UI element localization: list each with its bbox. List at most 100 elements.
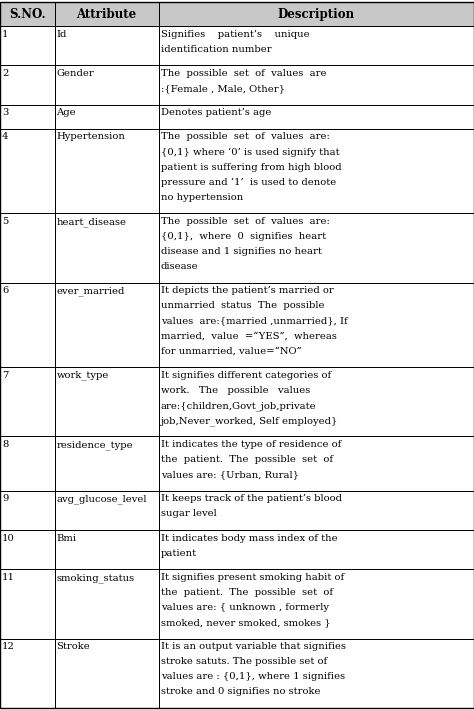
Bar — [0, 367, 55, 437]
Text: S.NO.: S.NO. — [9, 8, 46, 21]
Text: are:{children,Govt_job,private: are:{children,Govt_job,private — [161, 401, 317, 410]
Text: pressure and ‘1’  is used to denote: pressure and ‘1’ is used to denote — [161, 178, 336, 187]
Bar — [159, 129, 474, 213]
Bar — [55, 283, 159, 367]
Bar — [55, 437, 159, 491]
Text: The  possible  set  of  values  are:: The possible set of values are: — [161, 217, 329, 226]
Bar — [55, 213, 159, 283]
Text: Description: Description — [278, 8, 355, 21]
Bar — [0, 26, 55, 65]
Text: 12: 12 — [2, 643, 15, 651]
Bar — [159, 530, 474, 569]
Text: It depicts the patient’s married or: It depicts the patient’s married or — [161, 286, 334, 295]
Text: It indicates the type of residence of: It indicates the type of residence of — [161, 440, 341, 449]
Bar — [159, 104, 474, 129]
Text: job,Never_worked, Self employed}: job,Never_worked, Self employed} — [161, 416, 338, 425]
Text: 5: 5 — [2, 217, 9, 226]
Bar — [159, 2, 474, 26]
Bar — [0, 530, 55, 569]
Text: residence_type: residence_type — [56, 440, 133, 449]
Bar — [55, 638, 159, 708]
Text: 9: 9 — [2, 494, 9, 503]
Text: 7: 7 — [2, 371, 9, 380]
Text: 10: 10 — [2, 534, 15, 542]
Bar — [0, 569, 55, 638]
Bar — [159, 283, 474, 367]
Bar — [55, 491, 159, 530]
Text: Hypertension: Hypertension — [56, 133, 126, 141]
Text: patient is suffering from high blood: patient is suffering from high blood — [161, 163, 341, 172]
Text: work_type: work_type — [56, 371, 109, 381]
Text: {0,1} where ‘0’ is used signify that: {0,1} where ‘0’ is used signify that — [161, 148, 339, 157]
Text: disease: disease — [161, 262, 199, 271]
Text: smoking_status: smoking_status — [56, 573, 135, 583]
Text: the  patient.  The  possible  set  of: the patient. The possible set of — [161, 588, 333, 597]
Text: 2: 2 — [2, 69, 9, 78]
Text: It keeps track of the patient’s blood: It keeps track of the patient’s blood — [161, 494, 342, 503]
Text: Signifies    patient’s    unique: Signifies patient’s unique — [161, 30, 310, 39]
Text: sugar level: sugar level — [161, 510, 217, 518]
Bar — [55, 65, 159, 104]
Text: It is an output variable that signifies: It is an output variable that signifies — [161, 643, 346, 651]
Bar — [55, 26, 159, 65]
Text: 1: 1 — [2, 30, 9, 39]
Bar — [0, 213, 55, 283]
Bar — [55, 569, 159, 638]
Bar — [0, 65, 55, 104]
Bar — [0, 437, 55, 491]
Text: values are: {Urban, Rural}: values are: {Urban, Rural} — [161, 470, 299, 479]
Text: 4: 4 — [2, 133, 9, 141]
Text: work.   The   possible   values: work. The possible values — [161, 386, 310, 395]
Text: It signifies present smoking habit of: It signifies present smoking habit of — [161, 573, 344, 582]
Text: ever_married: ever_married — [56, 286, 125, 296]
Bar — [55, 104, 159, 129]
Text: values are : {0,1}, where 1 signifies: values are : {0,1}, where 1 signifies — [161, 672, 345, 682]
Bar — [0, 283, 55, 367]
Bar — [159, 26, 474, 65]
Bar — [0, 491, 55, 530]
Bar — [0, 104, 55, 129]
Bar — [159, 65, 474, 104]
Bar — [55, 367, 159, 437]
Text: It signifies different categories of: It signifies different categories of — [161, 371, 331, 380]
Text: for unmarried, value=“NO”: for unmarried, value=“NO” — [161, 346, 301, 356]
Bar — [0, 2, 55, 26]
Text: 11: 11 — [2, 573, 15, 582]
Text: Bmi: Bmi — [56, 534, 77, 542]
Text: heart_disease: heart_disease — [56, 217, 127, 226]
Text: Denotes patient’s age: Denotes patient’s age — [161, 108, 271, 117]
Text: the  patient.  The  possible  set  of: the patient. The possible set of — [161, 455, 333, 464]
Text: values are: { unknown , formerly: values are: { unknown , formerly — [161, 603, 329, 612]
Text: {0,1},  where  0  signifies  heart: {0,1}, where 0 signifies heart — [161, 232, 326, 241]
Text: disease and 1 signifies no heart: disease and 1 signifies no heart — [161, 247, 322, 256]
Text: patient: patient — [161, 549, 197, 558]
Text: The  possible  set  of  values  are: The possible set of values are — [161, 69, 326, 78]
Text: Age: Age — [56, 108, 76, 117]
Bar — [159, 491, 474, 530]
Text: 6: 6 — [2, 286, 8, 295]
Text: no hypertension: no hypertension — [161, 192, 243, 202]
Text: The  possible  set  of  values  are:: The possible set of values are: — [161, 133, 329, 141]
Text: avg_glucose_level: avg_glucose_level — [56, 494, 147, 504]
Text: It indicates body mass index of the: It indicates body mass index of the — [161, 534, 337, 542]
Text: identification number: identification number — [161, 45, 272, 54]
Bar — [159, 437, 474, 491]
Text: smoked, never smoked, smokes }: smoked, never smoked, smokes } — [161, 618, 330, 627]
Bar — [0, 129, 55, 213]
Text: Id: Id — [56, 30, 67, 39]
Text: Stroke: Stroke — [56, 643, 90, 651]
Text: 8: 8 — [2, 440, 9, 449]
Text: unmarried  status  The  possible: unmarried status The possible — [161, 301, 324, 310]
Bar — [55, 2, 159, 26]
Text: 3: 3 — [2, 108, 9, 117]
Bar — [55, 129, 159, 213]
Bar — [159, 569, 474, 638]
Bar — [55, 530, 159, 569]
Text: Gender: Gender — [56, 69, 94, 78]
Text: married,  value  =“YES”,  whereas: married, value =“YES”, whereas — [161, 332, 337, 341]
Text: stroke and 0 signifies no stroke: stroke and 0 signifies no stroke — [161, 687, 320, 697]
Bar — [159, 638, 474, 708]
Bar — [0, 638, 55, 708]
Text: stroke satuts. The possible set of: stroke satuts. The possible set of — [161, 657, 327, 667]
Text: :{Female , Male, Other}: :{Female , Male, Other} — [161, 84, 285, 93]
